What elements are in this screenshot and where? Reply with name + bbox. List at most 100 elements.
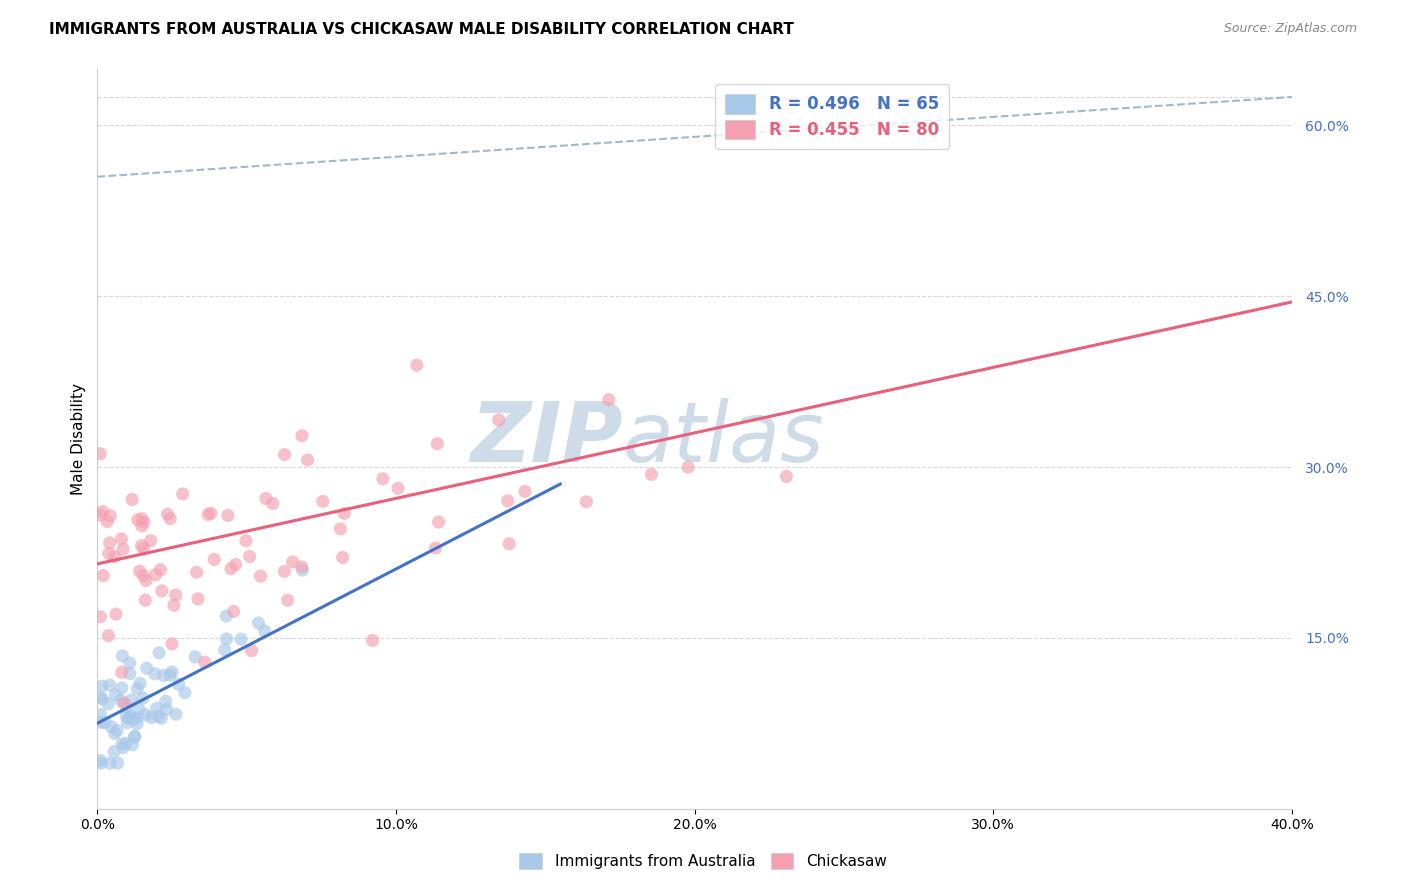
Point	[89, 447, 111, 461]
Point	[150, 711, 173, 725]
Point	[127, 716, 149, 731]
Point	[235, 533, 257, 548]
Point	[97, 697, 120, 711]
Point	[111, 648, 134, 663]
Point	[117, 712, 139, 726]
Point	[104, 688, 127, 702]
Point	[112, 542, 135, 557]
Point	[104, 607, 127, 621]
Point	[163, 598, 186, 612]
Point	[225, 558, 247, 572]
Point	[132, 690, 155, 705]
Point	[96, 515, 118, 529]
Point	[575, 495, 598, 509]
Point	[107, 756, 129, 771]
Point	[152, 668, 174, 682]
Point	[127, 711, 149, 725]
Point	[110, 532, 132, 546]
Point	[426, 436, 449, 450]
Text: IMMIGRANTS FROM AUSTRALIA VS CHICKASAW MALE DISABILITY CORRELATION CHART: IMMIGRANTS FROM AUSTRALIA VS CHICKASAW M…	[49, 22, 794, 37]
Point	[103, 549, 125, 564]
Point	[371, 472, 394, 486]
Point	[112, 696, 135, 710]
Point	[135, 661, 157, 675]
Point	[135, 574, 157, 588]
Point	[676, 460, 699, 475]
Text: ZIP: ZIP	[470, 398, 623, 479]
Point	[90, 756, 112, 771]
Point	[598, 392, 620, 407]
Point	[120, 709, 142, 723]
Point	[262, 497, 284, 511]
Point	[186, 566, 208, 580]
Point	[89, 609, 111, 624]
Point	[128, 702, 150, 716]
Point	[89, 508, 111, 523]
Point	[159, 668, 181, 682]
Point	[291, 428, 314, 442]
Point	[115, 700, 138, 714]
Point	[253, 624, 276, 638]
Point	[148, 646, 170, 660]
Point	[291, 560, 314, 574]
Point	[91, 692, 114, 706]
Point	[129, 676, 152, 690]
Point	[775, 469, 797, 483]
Point	[89, 754, 111, 768]
Point	[222, 604, 245, 618]
Point	[131, 539, 153, 553]
Y-axis label: Male Disability: Male Disability	[72, 383, 86, 494]
Point	[496, 493, 519, 508]
Point	[89, 707, 111, 722]
Point	[122, 712, 145, 726]
Point	[127, 513, 149, 527]
Point	[281, 555, 304, 569]
Point	[273, 565, 295, 579]
Point	[98, 756, 121, 771]
Point	[97, 546, 120, 560]
Point	[143, 666, 166, 681]
Point	[104, 726, 127, 740]
Point	[132, 541, 155, 556]
Point	[111, 681, 134, 695]
Point	[219, 562, 242, 576]
Point	[291, 563, 314, 577]
Point	[165, 588, 187, 602]
Point	[240, 643, 263, 657]
Point	[361, 633, 384, 648]
Point	[89, 690, 111, 705]
Point	[124, 729, 146, 743]
Point	[103, 745, 125, 759]
Point	[90, 679, 112, 693]
Point	[121, 492, 143, 507]
Point	[194, 655, 217, 669]
Text: atlas: atlas	[623, 398, 824, 479]
Point	[145, 567, 167, 582]
Point	[249, 569, 271, 583]
Point	[90, 715, 112, 730]
Point	[159, 512, 181, 526]
Point	[118, 666, 141, 681]
Legend: Immigrants from Australia, Chickasaw: Immigrants from Australia, Chickasaw	[513, 847, 893, 875]
Point	[128, 564, 150, 578]
Point	[112, 740, 135, 755]
Point	[254, 491, 277, 506]
Point	[427, 515, 450, 529]
Point	[215, 609, 238, 624]
Point	[131, 519, 153, 533]
Point	[214, 643, 236, 657]
Point	[120, 693, 142, 707]
Point	[121, 738, 143, 752]
Point	[150, 583, 173, 598]
Point	[127, 681, 149, 696]
Point	[332, 550, 354, 565]
Point	[333, 506, 356, 520]
Point	[231, 632, 253, 647]
Point	[156, 507, 179, 521]
Point	[155, 694, 177, 708]
Point	[94, 715, 117, 730]
Point	[105, 723, 128, 738]
Point	[297, 453, 319, 467]
Point	[118, 656, 141, 670]
Point	[405, 358, 427, 372]
